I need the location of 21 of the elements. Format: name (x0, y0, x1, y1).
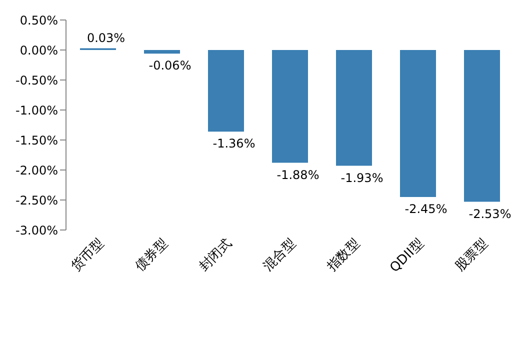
y-tick-label: -1.00% (16, 103, 58, 118)
y-tick-label: -1.50% (16, 133, 58, 148)
data-label: -0.06% (148, 58, 192, 73)
data-label: 0.03% (86, 31, 126, 46)
y-tick-label: -2.50% (16, 193, 58, 208)
x-tick-label: 封闭式 (196, 236, 235, 274)
x-tick-label: 货币型 (68, 236, 107, 274)
y-tick-label: -2.00% (16, 163, 58, 178)
y-tick-label: -0.50% (16, 73, 58, 88)
y-tick-label: -3.00% (16, 223, 58, 238)
x-tick-label: 混合型 (260, 236, 299, 274)
x-tick-label: 股票型 (452, 236, 491, 274)
x-tick-label: 债券型 (132, 236, 171, 274)
data-label: -1.93% (340, 170, 384, 185)
data-label: -2.45% (404, 202, 448, 216)
data-label: -1.88% (276, 168, 320, 182)
y-tick-label: 0.50% (20, 13, 58, 28)
data-label: -1.36% (212, 136, 256, 151)
data-label: -2.53% (468, 206, 512, 221)
x-tick-label: 指数型 (324, 236, 363, 276)
y-tick-label: 0.00% (20, 43, 58, 58)
